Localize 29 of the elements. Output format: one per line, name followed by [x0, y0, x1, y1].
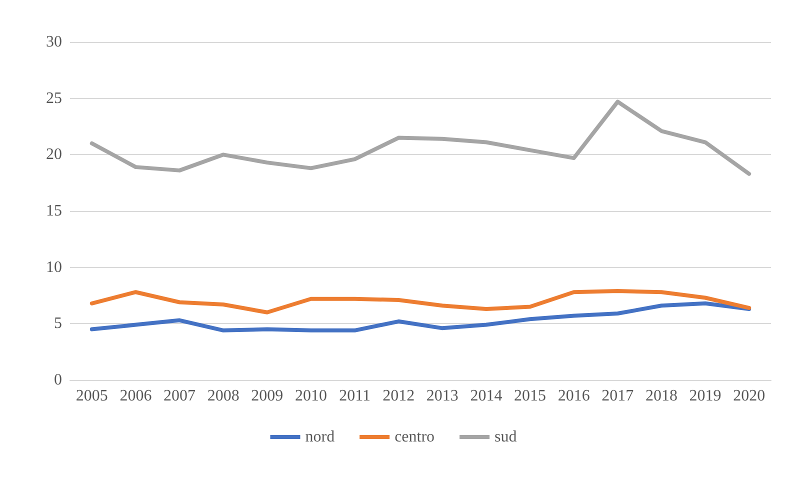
- x-tick-label: 2016: [558, 388, 590, 404]
- x-tick-label: 2011: [339, 388, 370, 404]
- y-tick-label: 20: [46, 146, 62, 164]
- x-tick-label: 2018: [645, 388, 678, 404]
- y-tick-label: 10: [46, 258, 62, 276]
- y-tick-label: 0: [54, 372, 62, 388]
- x-tick-label: 2014: [470, 388, 502, 404]
- y-tick-label: 30: [46, 34, 62, 50]
- x-tick-label: 2020: [733, 388, 766, 404]
- x-tick-label: 2015: [514, 388, 546, 404]
- legend-label: centro: [394, 428, 435, 446]
- x-tick-label: 2017: [602, 388, 634, 404]
- x-tick-label: 2010: [294, 388, 327, 404]
- y-tick-label: 25: [46, 90, 62, 107]
- x-tick-label: 2006: [120, 388, 152, 404]
- x-tick-label: 2013: [426, 388, 458, 404]
- line-series: [90, 301, 752, 332]
- y-tick-label: 5: [54, 315, 62, 332]
- x-tick-label: 2012: [382, 388, 415, 404]
- line-series: [90, 100, 752, 176]
- x-tick-label: 2007: [164, 388, 196, 404]
- y-tick-label: 15: [46, 202, 62, 220]
- x-tick-label: 2005: [76, 388, 108, 404]
- x-tick-label: 2009: [251, 388, 284, 404]
- x-tick-label: 2008: [207, 388, 240, 404]
- line-series: [90, 288, 752, 314]
- x-tick-label: 2019: [689, 388, 722, 404]
- legend-label: nord: [305, 428, 335, 446]
- legend-label: sud: [494, 428, 517, 446]
